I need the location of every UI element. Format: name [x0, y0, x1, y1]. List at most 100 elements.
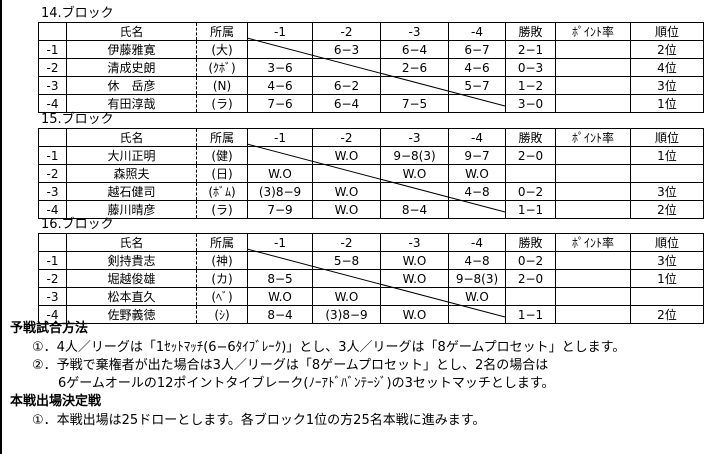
win-loss-cell: 2−1	[505, 40, 556, 59]
win-loss-cell: 0−2	[505, 182, 556, 201]
point-rate-cell	[555, 164, 631, 183]
score-cell: 8−4	[247, 305, 313, 324]
corner-cell	[38, 128, 67, 147]
opponent-header: -1	[247, 22, 313, 41]
table-row: -2 清成史朗 (ｸﾎﾞ) 3−6 2−6 4−6 0−3 4位	[38, 58, 704, 77]
table-row: -3 越石健司 (ﾎﾞﾑ) (3)8−9 W.O 4−8 0−2 3位	[38, 182, 704, 201]
point-rate-cell	[555, 251, 631, 270]
affiliation-cell: (ﾍﾞ)	[196, 287, 248, 306]
table-row: -2 森照夫 (日) W.O W.O W.O	[38, 164, 704, 183]
rank-cell	[630, 287, 704, 306]
rank-header: 順位	[630, 233, 704, 252]
score-cell: W.O	[312, 287, 381, 306]
affiliation-cell: (日)	[196, 164, 248, 183]
table-row: -1 伊藤雅寛 (大) 6−3 6−4 6−7 2−1 2位	[38, 40, 704, 59]
opponent-header: -3	[380, 128, 449, 147]
name-header: 氏名	[66, 128, 197, 147]
main-draw-heading: 本戦出場決定戦	[10, 394, 102, 409]
opponent-header: -2	[312, 128, 381, 147]
block-title: 16.ブロック	[41, 217, 114, 232]
rank-cell: 1位	[630, 146, 704, 165]
player-name-cell: 森照夫	[66, 164, 197, 183]
score-cell: W.O	[380, 164, 449, 183]
win-loss-cell: 0−2	[505, 251, 556, 270]
win-loss-cell: 2−0	[505, 269, 556, 288]
opponent-header: -3	[380, 22, 449, 41]
opponent-header: -4	[448, 128, 506, 147]
row-label-cell: -1	[38, 146, 67, 165]
score-cell	[380, 182, 449, 201]
rank-cell: 4位	[630, 58, 704, 77]
score-cell	[312, 269, 381, 288]
rank-cell: 2位	[630, 200, 704, 219]
opponent-header: -3	[380, 233, 449, 252]
table-row: -3 休 岳彦 (N) 4−6 6−2 5−7 1−2 3位	[38, 76, 704, 95]
affiliation-header: 所属	[196, 22, 248, 41]
score-cell: (3)8−9	[247, 182, 313, 201]
score-cell	[380, 287, 449, 306]
row-label-cell: -2	[38, 58, 67, 77]
row-label-cell: -3	[38, 287, 67, 306]
point-rate-cell	[555, 76, 631, 95]
score-cell: 9−7	[448, 146, 506, 165]
affiliation-header: 所属	[196, 128, 248, 147]
league-table: 氏名 所属 -1 -2 -3 -4 勝敗 ﾎﾟｲﾝﾄ率 順位 -1 大川正明 (健)…	[38, 128, 704, 219]
rank-cell: 3位	[630, 251, 704, 270]
row-label-cell: -3	[38, 76, 67, 95]
corner-cell	[38, 22, 67, 41]
score-cell	[247, 251, 313, 270]
rank-cell: 2位	[630, 40, 704, 59]
name-header: 氏名	[66, 233, 197, 252]
block-14-section: 14.ブロック 氏名 所属 -1 -2 -3 -4 勝敗 ﾎﾟｲﾝﾄ率 順位 -…	[38, 5, 710, 113]
point-rate-header: ﾎﾟｲﾝﾄ率	[555, 128, 631, 147]
player-name-cell: 清成史朗	[66, 58, 197, 77]
score-cell: 8−5	[247, 269, 313, 288]
player-name-cell: 松本直久	[66, 287, 197, 306]
win-loss-header: 勝敗	[505, 22, 556, 41]
score-cell: W.O	[312, 146, 381, 165]
score-cell	[448, 94, 506, 113]
score-cell: 6−7	[448, 40, 506, 59]
main-draw-line-1: ①．本戦出場は25ドローとします。各ブロック1位の方25名本戦に進みます。	[32, 413, 486, 428]
header-row: 氏名 所属 -1 -2 -3 -4 勝敗 ﾎﾟｲﾝﾄ率 順位	[38, 128, 704, 147]
prelim-rule-line-1: ①．4人／リーグは「1ｾｯﾄﾏｯﾁ(6−6ﾀｲﾌﾞﾚｰｸ)」とし、3人／リーグは…	[32, 340, 626, 355]
score-cell: W.O	[380, 305, 449, 324]
point-rate-header: ﾎﾟｲﾝﾄ率	[555, 22, 631, 41]
score-cell: W.O	[312, 182, 381, 201]
score-cell: W.O	[380, 251, 449, 270]
opponent-header: -1	[247, 233, 313, 252]
rank-cell: 2位	[630, 305, 704, 324]
score-cell: 3−6	[247, 58, 313, 77]
win-loss-cell: 1−2	[505, 76, 556, 95]
score-cell	[312, 58, 381, 77]
win-loss-cell: 1−1	[505, 305, 556, 324]
score-cell: 7−5	[380, 94, 449, 113]
prelim-rule-line-3: 6ゲームオールの12ポイントタイブレーク(ﾉｰｱﾄﾞﾊﾞﾝﾃｰｼﾞ)の3セットマ…	[58, 376, 555, 391]
row-label-cell: -4	[38, 200, 67, 219]
rank-cell	[630, 164, 704, 183]
score-cell: 7−6	[247, 94, 313, 113]
score-cell: 6−4	[380, 40, 449, 59]
score-cell: (3)8−9	[312, 305, 381, 324]
score-cell: W.O	[448, 164, 506, 183]
row-label-cell: -2	[38, 164, 67, 183]
score-cell: 9−8(3)	[380, 146, 449, 165]
win-loss-cell	[505, 164, 556, 183]
opponent-header: -4	[448, 233, 506, 252]
score-cell: 9−8(3)	[448, 269, 506, 288]
affiliation-cell: (ラ)	[196, 200, 248, 219]
row-label-cell: -4	[38, 94, 67, 113]
table-row: -1 剣持貴志 (神) 5−8 W.O 4−8 0−2 3位	[38, 251, 704, 270]
player-name-cell: 休 岳彦	[66, 76, 197, 95]
score-cell: 4−6	[247, 76, 313, 95]
block-title: 15.ブロック	[41, 112, 114, 127]
affiliation-cell: (ﾎﾞﾑ)	[196, 182, 248, 201]
rank-cell: 1位	[630, 269, 704, 288]
table-row: -4 佐野義徳 (ｼ) 8−4 (3)8−9 W.O 1−1 2位	[38, 305, 704, 324]
opponent-header: -2	[312, 22, 381, 41]
name-header: 氏名	[66, 22, 197, 41]
affiliation-cell: (カ)	[196, 269, 248, 288]
row-label-cell: -3	[38, 182, 67, 201]
affiliation-cell: (ラ)	[196, 94, 248, 113]
score-cell: W.O	[380, 269, 449, 288]
